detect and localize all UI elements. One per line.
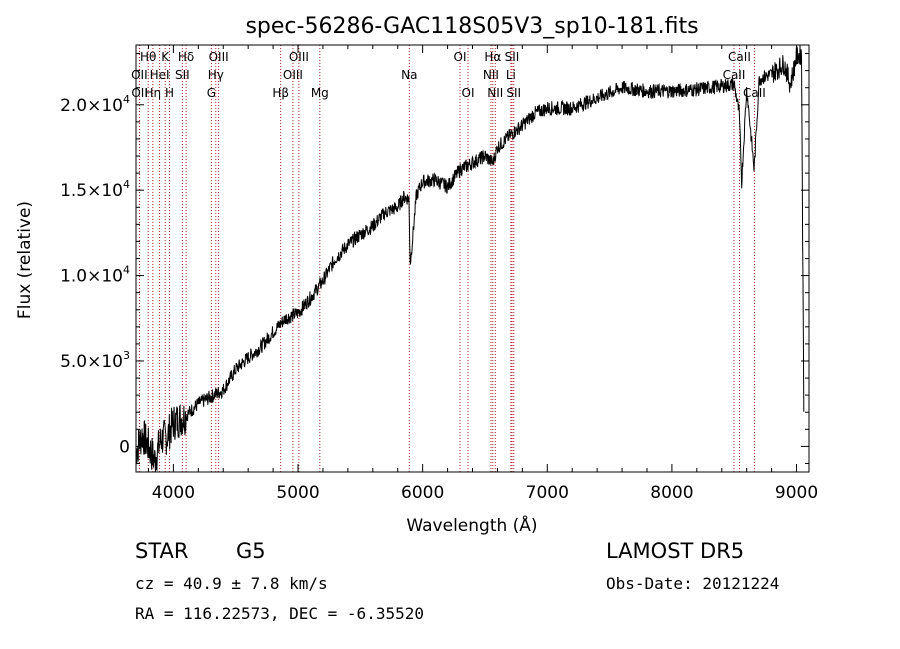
spectral-line-label: NII	[487, 86, 503, 100]
spectral-line-labels: Hθ K Hδ OIII OIII OI Hα SII CaII OII HeI SII Hγ OIII N…	[131, 50, 766, 100]
x-tick-label: 5000	[276, 483, 319, 503]
chart-title: spec-56286-GAC118S05V3_sp10-181.fits	[245, 14, 698, 39]
spectral-line-label: Li	[506, 68, 516, 82]
spectral-line-label: OIII	[209, 50, 229, 64]
survey-name: LAMOST DR5	[606, 539, 745, 563]
spectral-line-label: Na	[401, 68, 417, 82]
spectral-line-label: OII	[131, 86, 148, 100]
y-axis: 0 5.0×103 1.0×104 1.5×104 2.0×104	[60, 53, 809, 464]
x-tick-label: 4000	[152, 483, 195, 503]
spectral-line-label: H	[165, 86, 174, 100]
spectral-line-label: Hβ	[272, 86, 289, 100]
x-axis: 4000 5000 6000 7000 8000 9000	[147, 45, 818, 503]
spectral-line-markers	[138, 45, 755, 472]
spectral-line-label: K	[161, 50, 170, 64]
spectral-line-label: OI	[462, 86, 475, 100]
spectral-line-label: Hδ	[178, 50, 194, 64]
spectral-line-label: OII	[131, 68, 148, 82]
spectral-line-label: Hη	[145, 86, 162, 100]
spectral-line-label: SII	[175, 68, 190, 82]
spectral-line-label: CaII	[723, 68, 746, 82]
spectrum-line	[135, 44, 805, 472]
spectral-line-label: Hα	[484, 50, 501, 64]
observation-date: Obs-Date: 20121224	[606, 574, 780, 593]
spectrum-series	[135, 44, 805, 472]
spectral-line-label: SII	[505, 50, 520, 64]
y-axis-label: Flux (relative)	[15, 201, 35, 319]
object-subclass: G5	[236, 539, 266, 563]
spectral-line-label: OIII	[289, 50, 309, 64]
spectral-line-label: Hγ	[208, 68, 224, 82]
spectral-line-label: OI	[454, 50, 467, 64]
spectral-line-label: CaII	[743, 86, 766, 100]
spectral-line-label: CaII	[728, 50, 751, 64]
x-tick-label: 9000	[775, 483, 818, 503]
y-tick-label: 5.0×103	[60, 349, 130, 372]
x-tick-label: 8000	[650, 483, 693, 503]
x-tick-label: 7000	[526, 483, 569, 503]
spectral-line-label: Hθ	[140, 50, 156, 64]
y-tick-label: 0	[119, 437, 130, 457]
redshift-velocity: cz = 40.9 ± 7.8 km/s	[135, 574, 328, 593]
x-tick-label: 6000	[401, 483, 444, 503]
spectral-line-label: NII	[483, 68, 499, 82]
spectral-line-label: G	[207, 86, 216, 100]
spectral-line-label: HeI	[150, 68, 170, 82]
y-tick-label: 1.0×104	[60, 264, 130, 287]
spectral-line-label: OIII	[283, 68, 303, 82]
y-tick-label: 2.0×104	[60, 93, 130, 116]
plot-frame	[135, 44, 810, 473]
x-axis-label: Wavelength (Å)	[406, 514, 537, 536]
sky-coordinates: RA = 116.22573, DEC = -6.35520	[135, 604, 424, 623]
y-tick-label: 1.5×104	[60, 178, 130, 201]
object-class: STAR	[135, 539, 189, 563]
spectral-line-label: SII	[506, 86, 521, 100]
spectral-line-label: Mg	[311, 86, 329, 100]
